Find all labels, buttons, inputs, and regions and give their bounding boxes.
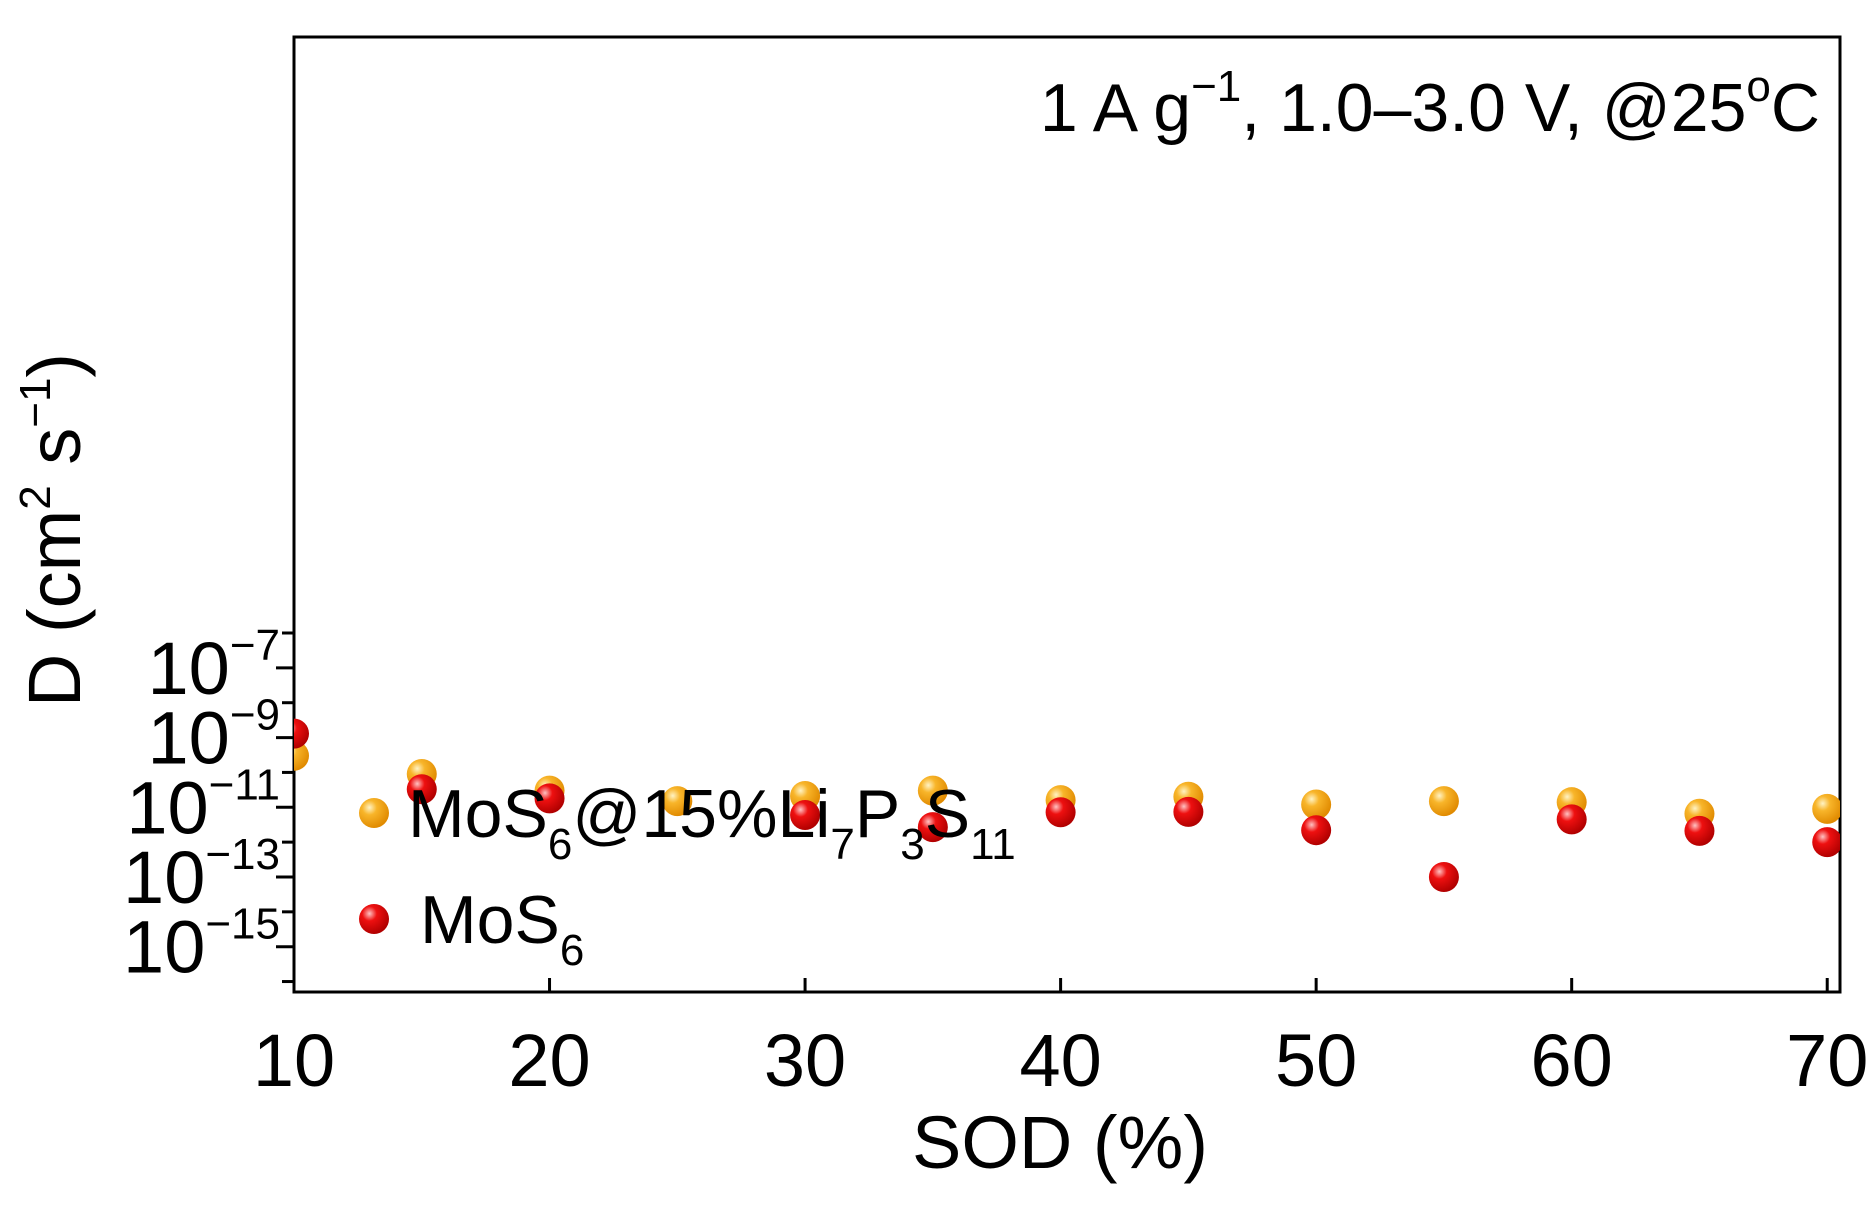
x-tick-label: 10 <box>253 1019 335 1102</box>
legend-marker-mos6-li7p3s11 <box>359 798 389 828</box>
point-mos6 <box>294 718 309 749</box>
legend-label-mos6-li7p3s11: MoS6@15%Li7P3S11 <box>408 776 1016 869</box>
x-tick-label: 50 <box>1275 1019 1357 1102</box>
data-points <box>294 718 1840 892</box>
point-mos6 <box>790 800 821 831</box>
point-mos6 <box>1301 815 1332 846</box>
point-mos6 <box>1812 827 1840 858</box>
x-tick-label: 60 <box>1531 1019 1613 1102</box>
x-tick-label: 30 <box>764 1019 846 1102</box>
x-tick-label: 40 <box>1019 1019 1101 1102</box>
point-mos6-li7p3s11 <box>1812 793 1840 824</box>
y-tick-label: 10−13 <box>123 830 280 919</box>
y-tick-label: 10−15 <box>123 900 280 989</box>
point-mos6-li7p3s11 <box>294 740 309 771</box>
point-mos6 <box>1556 804 1587 835</box>
point-mos6-li7p3s11 <box>662 786 693 817</box>
point-mos6 <box>917 812 948 843</box>
plot-frame <box>292 35 1842 994</box>
y-tick-label: 10−11 <box>126 760 280 849</box>
point-mos6-li7p3s11 <box>917 775 948 806</box>
legend: MoS6@15%Li7P3S11 MoS6 <box>359 776 1016 975</box>
x-axis-title: SOD (%) <box>912 1101 1208 1184</box>
point-mos6 <box>1173 796 1204 827</box>
condition-annotation: 1 A g−1, 1.0–3.0 V, @25oC <box>1040 62 1820 146</box>
y-tick-label: 10−9 <box>148 691 280 780</box>
point-mos6 <box>1428 861 1459 892</box>
legend-marker-mos6 <box>359 904 389 934</box>
point-mos6 <box>1684 815 1715 846</box>
point-mos6-li7p3s11 <box>1301 789 1332 820</box>
x-axis-ticks: 10 20 30 40 50 60 70 <box>253 978 1868 1102</box>
point-mos6 <box>406 774 437 805</box>
point-mos6 <box>1045 797 1076 828</box>
point-mos6 <box>534 783 565 814</box>
x-tick-label: 70 <box>1786 1019 1868 1102</box>
legend-label-mos6: MoS6 <box>420 882 584 975</box>
point-mos6-li7p3s11 <box>1428 786 1459 817</box>
y-tick-label: 10−7 <box>148 621 280 710</box>
x-tick-label: 20 <box>508 1019 590 1102</box>
y-axis-title: D (cm2 s−1) <box>11 353 96 707</box>
